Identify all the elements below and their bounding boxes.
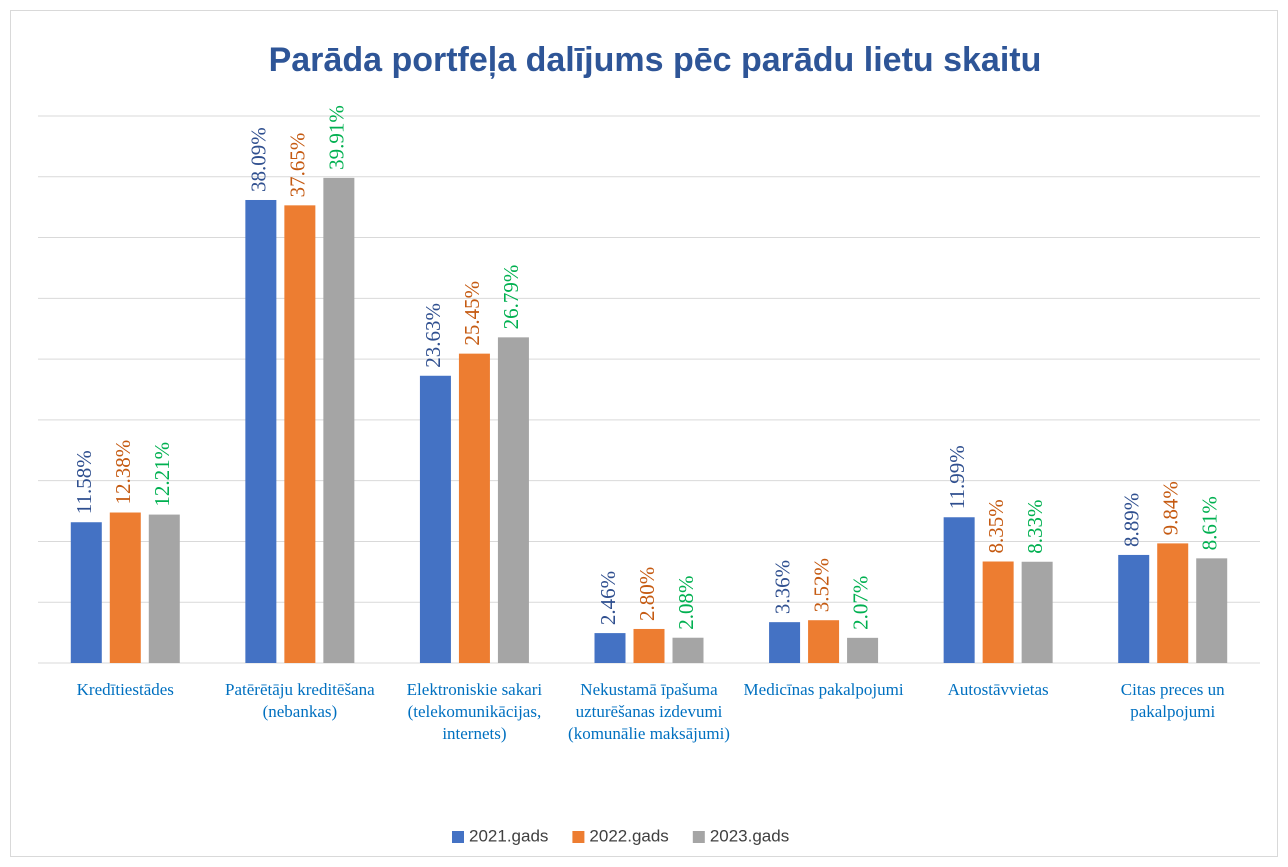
bar [458, 353, 490, 663]
label-line: (telekomunikācijas, [408, 702, 542, 721]
label-line: Patērētāju kreditēšana [225, 680, 375, 699]
bar [769, 622, 801, 663]
label-line: pakalpojumi [1130, 702, 1215, 721]
legend-label: 2023.gads [710, 826, 789, 845]
chart-title: Parāda portfeļa dalījums pēc parādu liet… [269, 41, 1042, 79]
label-line: Medicīnas pakalpojumi [744, 680, 904, 699]
data-label: 11.58% [72, 450, 96, 514]
x-tick-label: Nekustamā īpašuma uzturēšanas izdevumi (ko… [568, 680, 730, 743]
x-tick-label: Patērētāju kreditēšana (nebankas) [225, 680, 375, 721]
data-label: 38.09% [247, 127, 271, 192]
bar [594, 633, 626, 663]
bar [808, 620, 840, 663]
bar [245, 199, 277, 664]
label-line: (komunālie maksājumi) [568, 724, 730, 743]
bar [982, 561, 1014, 663]
bar [847, 637, 879, 663]
label-line: Autostāvvietas [948, 680, 1049, 699]
data-label: 2.46% [596, 571, 620, 625]
x-tick-label: Medicīnas pakalpojumi [744, 680, 904, 699]
legend-swatch [572, 831, 585, 843]
bar [1118, 554, 1150, 663]
label-line: (nebankas) [263, 702, 338, 721]
data-label: 3.36% [770, 560, 794, 614]
label-line: Kredītiestādes [77, 680, 174, 699]
data-label: 25.45% [460, 281, 484, 346]
data-label: 11.99% [945, 445, 969, 509]
bar [1021, 561, 1053, 663]
bar [419, 375, 451, 663]
chart-frame [10, 10, 1278, 857]
label-line: internets) [442, 724, 506, 743]
legend-label: 2022.gads [589, 826, 668, 845]
data-label: 12.21% [150, 442, 174, 507]
label-line: Elektroniskie sakari [407, 680, 543, 699]
legend-swatch [452, 831, 464, 843]
data-label: 8.89% [1120, 493, 1144, 547]
data-label: 2.08% [674, 575, 698, 629]
data-label: 8.61% [1198, 496, 1222, 550]
label-line: uzturēšanas izdevumi [576, 702, 723, 721]
data-label: 3.52% [809, 558, 833, 612]
bar [109, 512, 141, 663]
data-label: 26.79% [499, 265, 523, 330]
data-label: 12.38% [111, 440, 135, 505]
data-label: 39.91% [325, 105, 349, 170]
bar [148, 514, 180, 663]
bar [497, 337, 529, 663]
x-tick-label: Elektroniskie sakari (telekomunikācijas, i… [407, 680, 543, 743]
data-label: 2.07% [848, 576, 872, 630]
bar [1196, 558, 1228, 663]
legend-label: 2021.gads [469, 826, 548, 845]
x-tick-label: Autostāvvietas [948, 680, 1049, 699]
data-label: 2.80% [635, 567, 659, 621]
legend-swatch [692, 831, 705, 843]
bar [70, 522, 102, 663]
bar [323, 177, 355, 664]
bar [1157, 543, 1189, 663]
x-tick-label: Kredītiestādes [77, 680, 174, 699]
label-line: Citas preces un [1121, 680, 1225, 699]
data-label: 8.35% [984, 499, 1008, 553]
data-label: 9.84% [1159, 481, 1183, 535]
x-tick-label: Citas preces un pakalpojumi [1121, 680, 1225, 721]
data-label: 37.65% [286, 133, 310, 198]
bar [633, 628, 665, 663]
data-label: 8.33% [1023, 499, 1047, 553]
bar [672, 637, 704, 663]
data-label: 23.63% [421, 303, 445, 368]
bar [943, 517, 975, 663]
label-line: Nekustamā īpašuma [580, 680, 718, 699]
bar [284, 205, 316, 664]
